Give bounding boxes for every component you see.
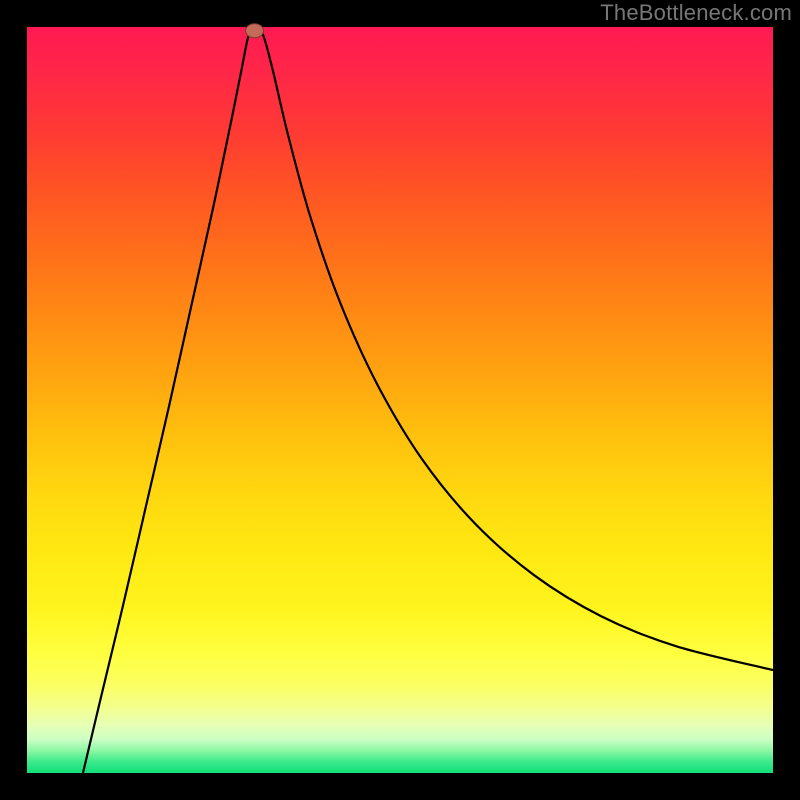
watermark-text: TheBottleneck.com bbox=[600, 0, 792, 26]
chart-plot-area bbox=[27, 27, 773, 773]
minimum-marker bbox=[246, 24, 264, 38]
chart-stage: { "watermark": { "text": "TheBottleneck.… bbox=[0, 0, 800, 800]
bottleneck-curve-chart bbox=[0, 0, 800, 800]
